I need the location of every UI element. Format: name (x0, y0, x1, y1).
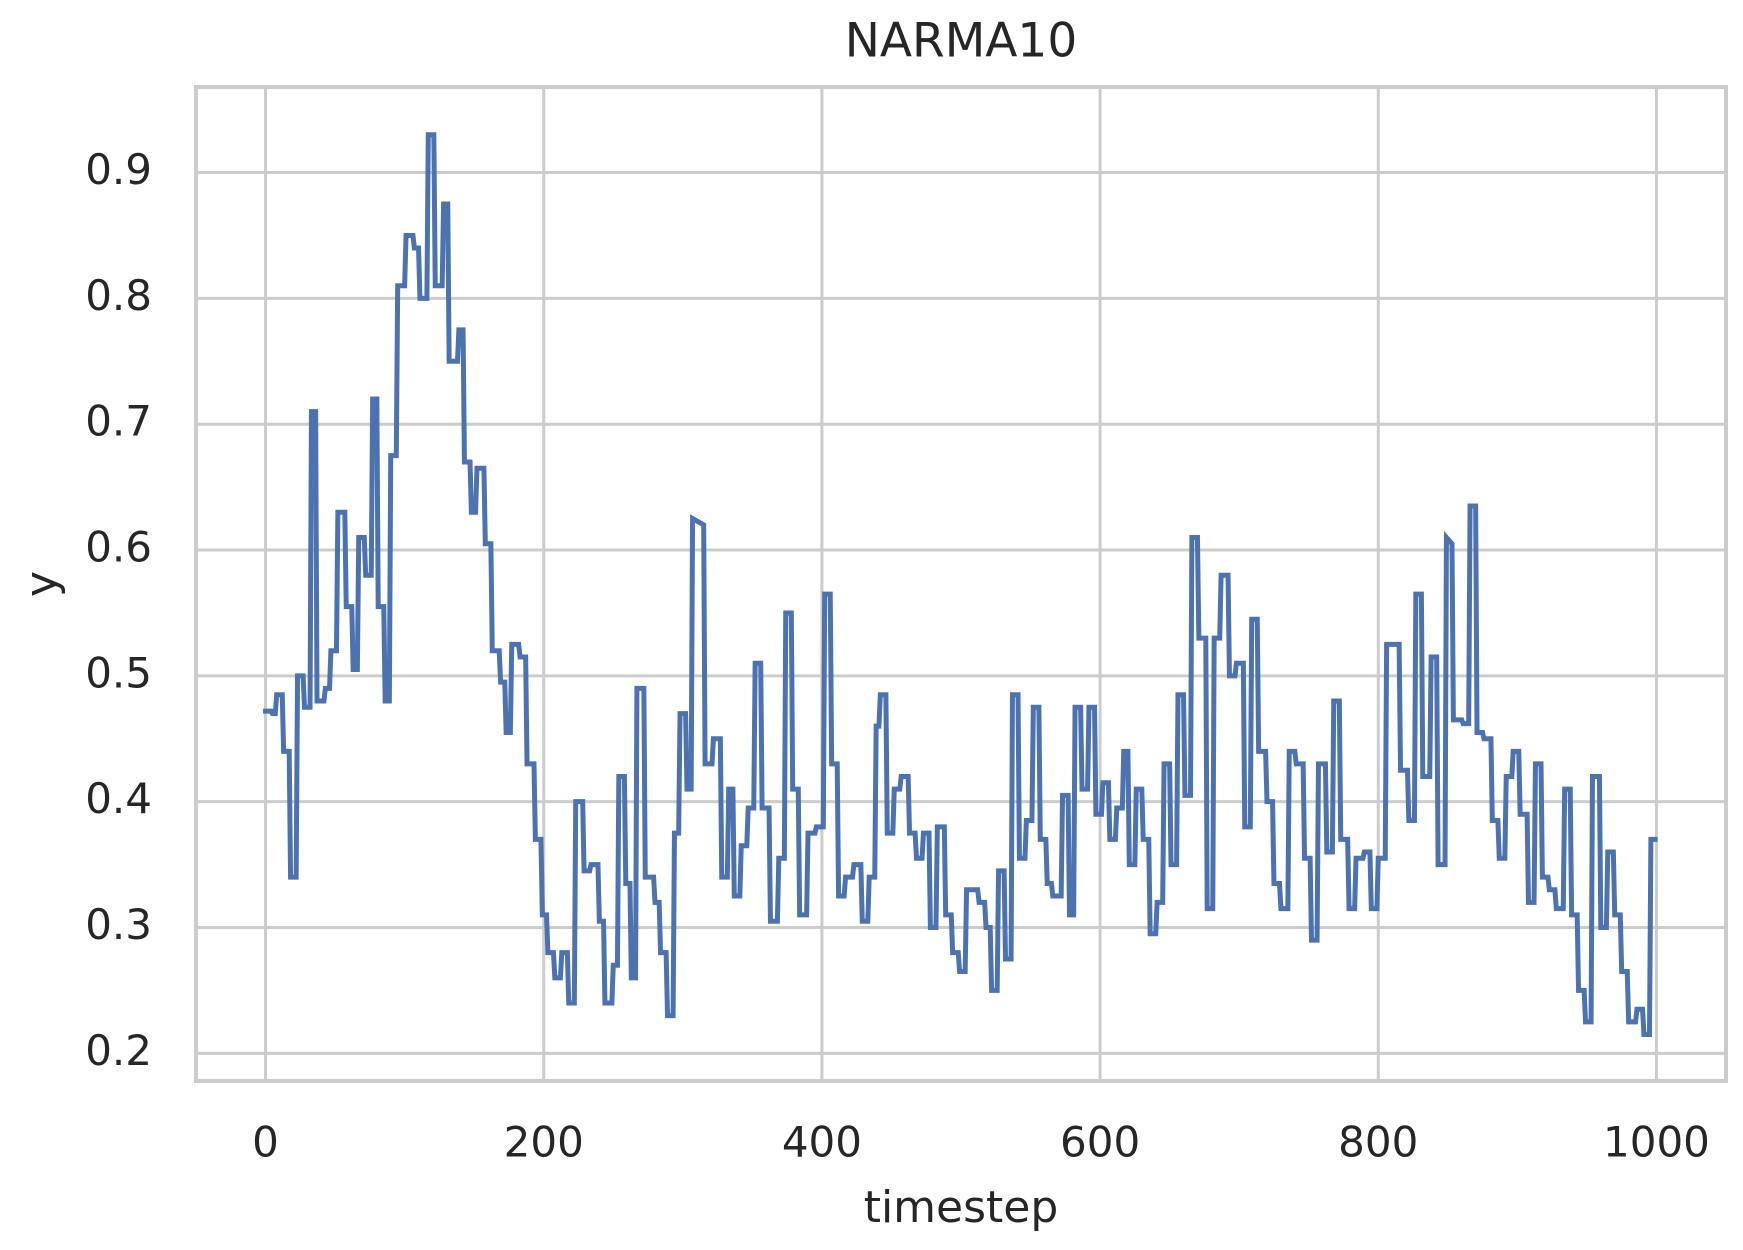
x-tick-label: 0 (252, 1118, 279, 1167)
x-tick-label: 600 (1060, 1118, 1140, 1167)
y-tick-label: 0.6 (85, 523, 152, 572)
y-tick-label: 0.2 (85, 1026, 152, 1075)
y-tick-label: 0.7 (85, 397, 152, 446)
y-tick-label: 0.8 (85, 271, 152, 320)
x-axis-label: timestep (864, 1182, 1059, 1233)
x-tick-label: 200 (504, 1118, 584, 1167)
chart-title: NARMA10 (845, 14, 1077, 69)
y-tick-label: 0.3 (85, 900, 152, 949)
x-tick-label: 800 (1338, 1118, 1418, 1167)
plot-area (263, 132, 1658, 1037)
plot-frame (194, 85, 1728, 1083)
y-tick-label: 0.4 (85, 774, 152, 823)
data-line (263, 132, 1658, 1037)
x-tick-label: 400 (782, 1118, 862, 1167)
y-tick-label: 0.9 (85, 145, 152, 194)
y-axis-label: y (16, 571, 67, 597)
y-tick-label: 0.5 (85, 648, 152, 697)
x-tick-label: 1000 (1603, 1118, 1710, 1167)
grid (196, 87, 1726, 1081)
